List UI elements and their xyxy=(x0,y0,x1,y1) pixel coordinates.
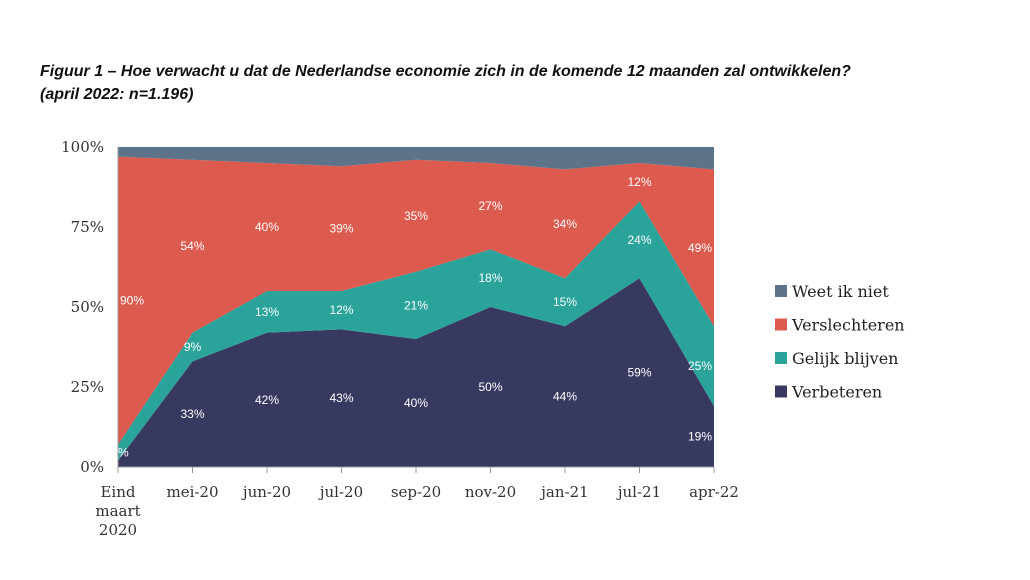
x-tick-label: jun-20 xyxy=(241,483,291,501)
data-label-verslechteren: 40% xyxy=(255,220,279,234)
y-tick-label: 0% xyxy=(80,458,104,476)
x-tick-label: jul-20 xyxy=(318,483,363,501)
area-verslechteren xyxy=(118,156,714,445)
data-label-verbeteren: 42% xyxy=(255,393,279,407)
legend-swatch-verbeteren xyxy=(775,385,787,398)
legend-label-verbeteren: Verbeteren xyxy=(791,383,882,402)
x-tick-label: jan-21 xyxy=(539,483,588,501)
y-tick-label: 50% xyxy=(71,298,104,316)
data-label-verslechteren: 12% xyxy=(627,175,651,189)
y-tick-label: 100% xyxy=(61,138,104,156)
x-tick-label: jul-21 xyxy=(616,483,661,501)
data-label-verbeteren: 44% xyxy=(553,390,577,404)
data-label-verslechteren: 34% xyxy=(553,217,577,231)
data-label-verslechteren: 49% xyxy=(688,241,712,255)
legend-swatch-verslechteren xyxy=(775,318,787,331)
data-label-verslechteren: 90% xyxy=(120,294,144,308)
data-label-verbeteren: 40% xyxy=(404,396,428,410)
data-label-verbeteren: 43% xyxy=(329,391,353,405)
legend-label-gelijk-blijven: Gelijk blijven xyxy=(792,349,898,368)
data-label-gelijk-blijven: 9% xyxy=(184,340,202,354)
legend-swatch-weet-ik-niet xyxy=(775,285,787,297)
x-tick-label: sep-20 xyxy=(391,483,441,501)
data-label-verslechteren: 39% xyxy=(329,222,353,236)
area-weet-ik-niet xyxy=(118,147,714,170)
data-label-verslechteren: 54% xyxy=(180,239,204,253)
chart-title-line2: (april 2022: n=1.196) xyxy=(40,86,194,103)
data-label-gelijk-blijven: 13% xyxy=(255,305,279,319)
x-tick-label: Eind maart 2020 xyxy=(95,483,140,539)
data-label-gelijk-blijven: 21% xyxy=(404,298,428,312)
x-tick-label: apr-22 xyxy=(689,483,739,501)
area-verbeteren xyxy=(118,278,714,467)
data-label-gelijk-blijven: 15% xyxy=(553,295,577,309)
data-label-gelijk-blijven: 5% xyxy=(111,446,129,460)
data-label-verbeteren: 50% xyxy=(478,380,502,394)
data-label-gelijk-blijven: 24% xyxy=(627,233,651,247)
data-label-verbeteren: 59% xyxy=(627,366,651,380)
data-label-verbeteren: 33% xyxy=(180,407,204,421)
data-label-verslechteren: 35% xyxy=(404,209,428,223)
chart-title-line1: Figuur 1 – Hoe verwacht u dat de Nederla… xyxy=(40,63,851,80)
data-label-gelijk-blijven: 12% xyxy=(329,303,353,317)
area-gelijk-blijven xyxy=(118,201,714,461)
data-label-verslechteren: 27% xyxy=(478,199,502,213)
legend-swatch-gelijk-blijven xyxy=(775,352,787,364)
legend-label-weet-ik-niet: Weet ik niet xyxy=(792,282,889,301)
y-tick-label: 75% xyxy=(71,218,104,236)
y-tick-label: 25% xyxy=(71,378,104,396)
chart-title: Figuur 1 – Hoe verwacht u dat de Nederla… xyxy=(40,60,851,106)
x-tick-label: nov-20 xyxy=(465,483,516,501)
data-label-gelijk-blijven: 18% xyxy=(478,271,502,285)
x-tick-label: mei-20 xyxy=(166,483,218,501)
data-label-verbeteren: 19% xyxy=(688,430,712,444)
data-label-gelijk-blijven: 25% xyxy=(688,359,712,373)
legend-label-verslechteren: Verslechteren xyxy=(791,316,905,335)
